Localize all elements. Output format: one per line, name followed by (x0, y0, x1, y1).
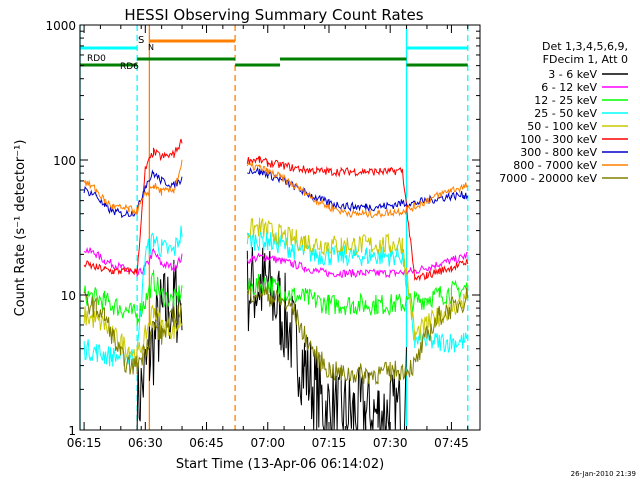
series-line (83, 217, 469, 367)
plot-frame (79, 24, 481, 431)
x-axis-label: Start Time (13-Apr-06 06:14:02) (176, 457, 384, 472)
axes: 06:15 06:30 06:45 07:00 07:15 07:30 07:45 1 10 10… (45, 19, 480, 450)
x-tick-label: 07:00 (250, 436, 285, 450)
x-tick-label: 07:30 (373, 436, 408, 450)
legend-label: 25 - 50 keV (534, 107, 597, 120)
legend-label: 800 - 7000 keV (513, 159, 597, 172)
legend-label: 12 - 25 keV (534, 94, 597, 107)
legend-label: 300 - 800 keV (520, 146, 597, 159)
x-tick-label: 07:15 (312, 436, 347, 450)
y-tick-label: 100 (53, 154, 76, 168)
flag-n: N (148, 43, 154, 52)
y-tick-label: 1 (68, 424, 76, 438)
legend-label: 100 - 300 keV (520, 133, 597, 146)
legend-header: Det 1,3,4,5,6,9, (542, 40, 628, 53)
series-line (83, 138, 469, 282)
flag-rd6: RD6 (120, 62, 139, 72)
legend-label: 7000 - 20000 keV (499, 172, 597, 185)
y-axis-label: Count Rate (s⁻¹ detector⁻¹) (13, 140, 28, 317)
x-tick-label: 06:15 (67, 436, 102, 450)
flag-s: S (138, 35, 144, 46)
x-tick-label: 06:45 (189, 436, 224, 450)
series-line (83, 225, 469, 367)
legend-label: 3 - 6 keV (548, 68, 597, 81)
flag-rd0: RD0 (87, 54, 106, 64)
series-line (83, 159, 469, 219)
y-tick-label: 10 (61, 289, 76, 303)
y-tick-label: 1000 (45, 19, 76, 33)
legend-label: 6 - 12 keV (541, 81, 597, 94)
chart-title: HESSI Observing Summary Count Rates (124, 6, 423, 24)
series-line (83, 247, 468, 279)
legend-label: 50 - 100 keV (527, 120, 597, 133)
series-line (83, 280, 469, 386)
plot-timestamp: 26-Jan-2010 21:39 (571, 470, 636, 478)
x-tick-label: 07:45 (434, 436, 469, 450)
legend: Det 1,3,4,5,6,9,FDecim 1, Att 0 3 - 6 keV… (499, 40, 628, 185)
state-flags: RD0 RD6 SN (80, 35, 468, 72)
x-tick-label: 06:30 (128, 436, 163, 450)
legend-header: FDecim 1, Att 0 (543, 53, 628, 66)
series-lines (83, 138, 469, 431)
